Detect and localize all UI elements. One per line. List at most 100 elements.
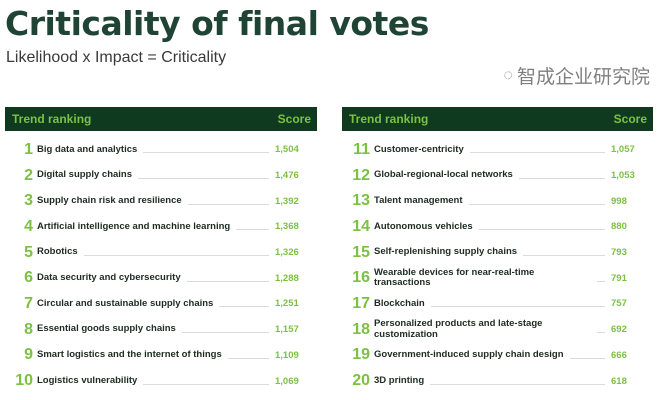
table-row: 18 Personalized products and late-stage c… xyxy=(342,317,653,343)
leader-line xyxy=(518,178,605,180)
trend-label: Logistics vulnerability xyxy=(37,374,138,386)
rank-number: 11 xyxy=(353,140,370,158)
trend-score: 998 xyxy=(611,195,627,207)
leader-line xyxy=(143,152,269,154)
wechat-icon: ◌ xyxy=(503,66,513,84)
page-title: Criticality of final votes xyxy=(5,4,429,43)
leader-line xyxy=(186,280,269,282)
rank-number: 3 xyxy=(24,192,33,210)
rank-number: 10 xyxy=(15,372,33,390)
leader-line xyxy=(83,255,269,257)
trend-label: Big data and analytics xyxy=(37,143,138,155)
rank-number: 6 xyxy=(24,269,33,287)
trend-score: 1,057 xyxy=(611,144,635,156)
table-row: 4 Artificial intelligence and machine lea… xyxy=(5,214,317,240)
trend-score: 666 xyxy=(611,349,627,361)
leader-line xyxy=(187,203,269,205)
table-row: 8 Essential goods supply chains 1,157 xyxy=(5,317,317,343)
watermark-text: 智成企业研究院 xyxy=(516,67,650,88)
trend-label: Digital supply chains xyxy=(37,169,133,181)
leader-line xyxy=(227,357,269,359)
ranking-table-right: Trend ranking Score 11 Customer-centricit… xyxy=(342,107,653,394)
table-row: 17 Blockchain 757 xyxy=(342,291,653,317)
leader-line xyxy=(597,332,605,334)
rank-number: 8 xyxy=(24,320,33,338)
table-row: 14 Autonomous vehicles 880 xyxy=(342,214,653,240)
rank-number: 17 xyxy=(352,294,370,312)
trend-score: 618 xyxy=(611,375,627,387)
rank-number: 9 xyxy=(24,346,33,364)
rank-number: 18 xyxy=(352,320,370,338)
watermark: ◌ 智成企业研究院 xyxy=(503,62,650,89)
table-row: 9 Smart logistics and the internet of thi… xyxy=(5,343,317,369)
trend-score: 1,288 xyxy=(275,272,299,284)
trend-score: 1,476 xyxy=(275,170,299,182)
table-row: 1 Big data and analytics 1,504 xyxy=(5,137,317,163)
leader-line xyxy=(468,203,605,205)
table-header: Trend ranking Score xyxy=(5,107,317,131)
table-row: 16 Wearable devices for near-real-time tr… xyxy=(342,265,653,291)
trend-label: Circular and sustainable supply chains xyxy=(37,297,214,309)
leader-line xyxy=(181,332,269,334)
trend-label: Government-induced supply chain design xyxy=(374,349,564,361)
trend-label: Wearable devices for near-real-time tran… xyxy=(374,266,535,289)
rank-number: 2 xyxy=(24,166,33,184)
table-row: 11 Customer-centricity 1,057 xyxy=(342,137,653,163)
trend-score: 692 xyxy=(611,324,627,336)
header-score: Score xyxy=(613,112,647,126)
trend-label: Robotics xyxy=(37,246,78,258)
trend-label: Essential goods supply chains xyxy=(37,323,176,335)
leader-line xyxy=(469,152,605,154)
header-trend-ranking: Trend ranking xyxy=(12,112,92,126)
rank-number: 7 xyxy=(24,294,33,312)
trend-score: 1,368 xyxy=(275,221,299,233)
trend-label: Autonomous vehicles xyxy=(374,220,473,232)
trend-score: 1,504 xyxy=(275,144,299,156)
rank-number: 12 xyxy=(352,166,370,184)
leader-line xyxy=(523,255,605,257)
ranking-table-left: Trend ranking Score 1 Big data and analyt… xyxy=(5,107,317,394)
trend-label: Smart logistics and the internet of thin… xyxy=(37,349,222,361)
trend-label: Data security and cybersecurity xyxy=(37,272,181,284)
rank-number: 4 xyxy=(24,217,33,235)
table-row: 13 Talent management 998 xyxy=(342,188,653,214)
table-row: 6 Data security and cybersecurity 1,288 xyxy=(5,265,317,291)
table-header: Trend ranking Score xyxy=(342,107,653,131)
leader-line xyxy=(569,357,605,359)
leader-line xyxy=(430,383,605,385)
leader-line xyxy=(236,229,269,231)
trend-label: Artificial intelligence and machine lear… xyxy=(37,220,231,232)
table-row: 10 Logistics vulnerability 1,069 xyxy=(5,368,317,394)
trend-score: 1,053 xyxy=(611,170,635,182)
trend-score: 791 xyxy=(611,272,627,284)
trend-score: 1,392 xyxy=(275,195,299,207)
rank-number: 1 xyxy=(24,140,33,158)
trend-label: Blockchain xyxy=(374,297,425,309)
table-row: 20 3D printing 618 xyxy=(342,368,653,394)
trend-label: Talent management xyxy=(374,194,463,206)
table-row: 5 Robotics 1,326 xyxy=(5,240,317,266)
leader-line xyxy=(430,306,605,308)
rank-number: 13 xyxy=(352,192,370,210)
table-row: 3 Supply chain risk and resilience 1,392 xyxy=(5,188,317,214)
table-row: 2 Digital supply chains 1,476 xyxy=(5,163,317,189)
rank-number: 19 xyxy=(352,346,370,364)
leader-line xyxy=(219,306,269,308)
leader-line xyxy=(597,280,605,282)
header-score: Score xyxy=(277,112,311,126)
rank-number: 15 xyxy=(352,243,370,261)
trend-label: Personalized products and late-stage cus… xyxy=(374,318,543,340)
table-row: 12 Global-regional-local networks 1,053 xyxy=(342,163,653,189)
table-row: 15 Self-replenishing supply chains 793 xyxy=(342,240,653,266)
trend-score: 1,109 xyxy=(275,349,299,361)
leader-line xyxy=(138,178,269,180)
rank-number: 14 xyxy=(352,217,370,235)
trend-label: Supply chain risk and resilience xyxy=(37,194,182,206)
leader-line xyxy=(478,229,605,231)
trend-score: 880 xyxy=(611,221,627,233)
rank-number: 16 xyxy=(352,269,370,287)
trend-score: 793 xyxy=(611,247,627,259)
header-trend-ranking: Trend ranking xyxy=(349,112,429,126)
rank-number: 5 xyxy=(24,243,33,261)
trend-score: 1,251 xyxy=(275,298,299,310)
